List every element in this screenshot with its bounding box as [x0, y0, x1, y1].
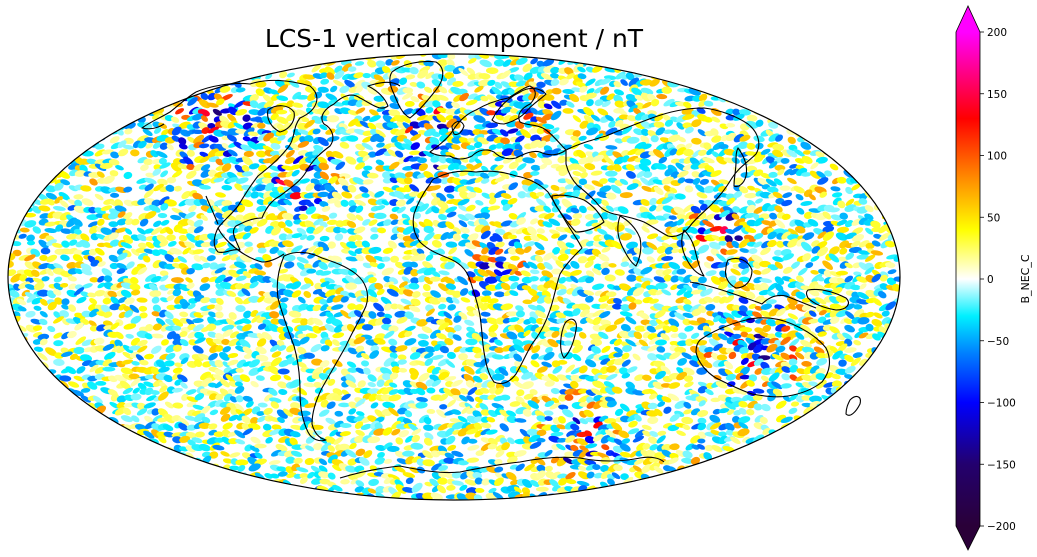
- coastline-se-asia: [681, 229, 705, 277]
- colorbar-tick-label: 100: [987, 151, 1007, 163]
- coastline-africa: [412, 170, 583, 385]
- colorbar-tick-label: −50: [987, 336, 1009, 348]
- colorbar-tick-label: 150: [987, 89, 1007, 101]
- colorbar-extend-min: [956, 526, 980, 550]
- colorbar-tick-label: −200: [987, 521, 1016, 533]
- coastline-australia: [695, 317, 831, 398]
- coastline-new-zealand: [845, 395, 861, 416]
- coastline-greenland: [389, 60, 444, 119]
- colorbar-gradient: [956, 32, 980, 526]
- coastline-south-america: [276, 251, 369, 442]
- coastline-indonesia: [689, 281, 817, 309]
- coastline-antarctica: [339, 456, 665, 479]
- coastline-europe: [429, 85, 567, 160]
- coastline-baja: [205, 195, 219, 225]
- coastline-north-america: [195, 79, 401, 253]
- colorbar-tick-label: 0: [987, 274, 994, 286]
- coastline-japan: [733, 147, 748, 188]
- coastline-britain: [451, 120, 465, 136]
- coastlines: [141, 60, 861, 479]
- colorbar-extend-max: [956, 6, 980, 32]
- colorbar-tick-label: 50: [987, 212, 1000, 224]
- colorbar-tick-label: 200: [987, 27, 1007, 39]
- coastline-india: [617, 215, 642, 267]
- coastline-alaska: [141, 91, 197, 130]
- coastline-hudson-bay: [267, 105, 295, 133]
- colorbar-tick-label: −150: [987, 459, 1016, 471]
- coastline-madagascar: [560, 318, 577, 359]
- coastline-arabia: [551, 194, 605, 233]
- coastline-asia: [565, 107, 760, 238]
- colorbar-tick-label: −100: [987, 398, 1016, 410]
- coastline-scandinavia: [491, 87, 547, 125]
- coastline-new-guinea: [805, 288, 849, 311]
- coastline-central-america: [217, 227, 285, 263]
- page-title: LCS-1 vertical component / nT: [264, 24, 644, 53]
- colorbar-label: B_NEC_C: [1019, 254, 1032, 303]
- coastline-borneo: [724, 257, 753, 289]
- globe-outline: [7, 53, 901, 501]
